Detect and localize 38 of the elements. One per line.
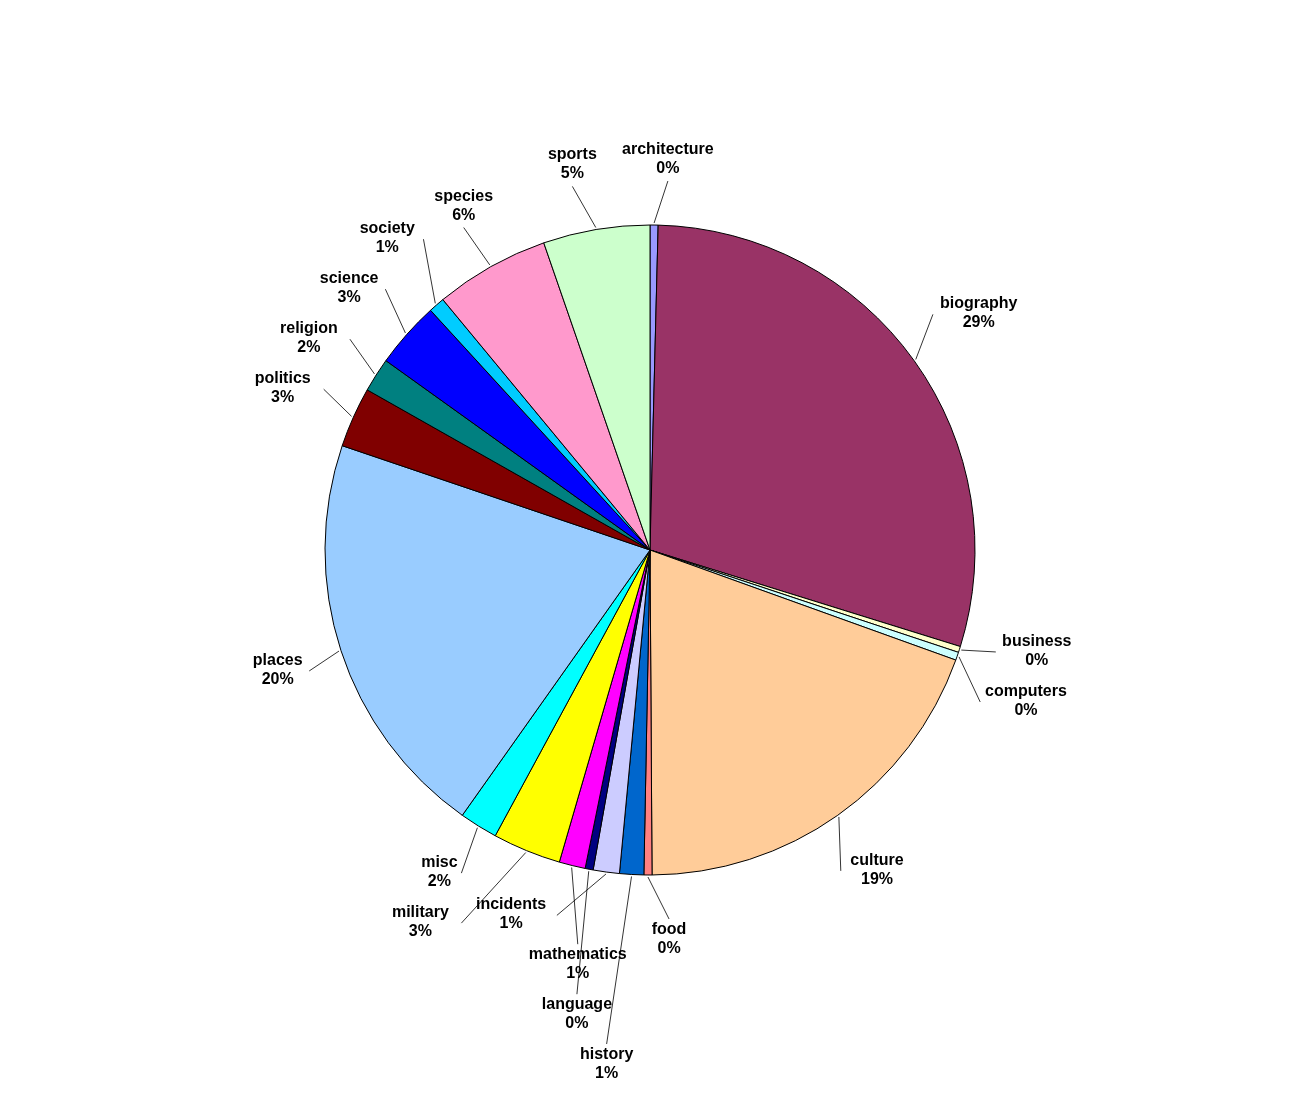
data-label: 1%: [375, 238, 399, 256]
data-label: 6%: [452, 205, 476, 223]
slice-label: culture: [850, 850, 904, 868]
slice-label: religion: [280, 319, 338, 337]
data-label: 0%: [1014, 700, 1038, 718]
data-label: 2%: [427, 872, 451, 890]
slice-label: places: [252, 650, 303, 668]
slice-label: incidents: [475, 895, 547, 913]
slice-label: history: [579, 1045, 634, 1062]
slice-label: language: [541, 995, 613, 1013]
slice-label: misc: [421, 853, 458, 871]
data-label: 3%: [408, 922, 432, 940]
data-label: 1%: [595, 1064, 619, 1081]
slice-label: computers: [985, 681, 1067, 699]
slice-label: business: [1002, 631, 1072, 649]
data-label: 2%: [297, 338, 321, 356]
data-label: 3%: [337, 288, 361, 306]
data-label: 3%: [271, 388, 295, 406]
slice-label: biography: [940, 294, 1018, 312]
slice-label: architecture: [622, 140, 714, 158]
data-label: 1%: [566, 964, 590, 982]
data-label: 1%: [499, 914, 523, 932]
data-label: 0%: [657, 938, 681, 956]
data-label: 29%: [962, 313, 995, 331]
slice-label: science: [319, 269, 379, 287]
data-label: 0%: [656, 159, 680, 177]
slice-label: sports: [547, 145, 597, 163]
slice-label: society: [359, 219, 415, 237]
slice-label: politics: [254, 369, 311, 387]
data-label: 0%: [565, 1014, 589, 1032]
data-label: 5%: [560, 164, 584, 182]
data-label: 20%: [261, 669, 294, 687]
slice-label: military: [391, 903, 449, 921]
slice-label: mathematics: [528, 945, 627, 963]
data-label: 19%: [861, 869, 894, 887]
slice-label: species: [434, 186, 494, 204]
slice-label: food: [651, 919, 687, 937]
data-label: 0%: [1025, 650, 1049, 668]
